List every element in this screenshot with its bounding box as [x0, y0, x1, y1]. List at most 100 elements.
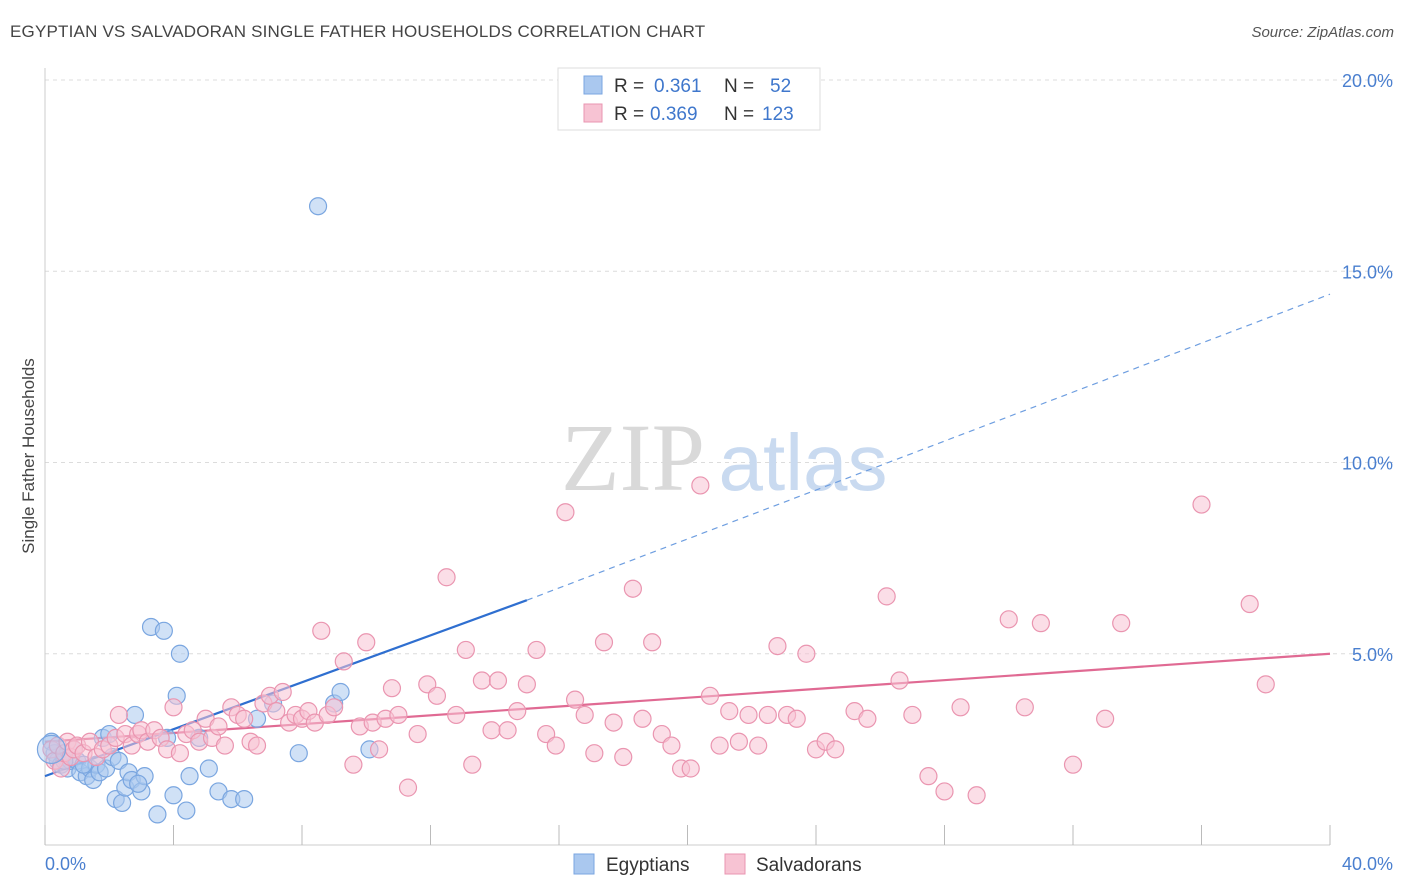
point-salvadorans [585, 744, 604, 763]
point-salvadorans [749, 736, 768, 755]
point-salvadorans [633, 709, 652, 728]
point-egyptians [180, 767, 199, 786]
point-egyptians [289, 744, 308, 763]
legend-r-value-egyptians: 0.361 [654, 76, 702, 97]
point-salvadorans [447, 705, 466, 725]
point-salvadorans [498, 721, 517, 740]
legend-r-label-egyptians: R = [614, 76, 644, 97]
point-egyptians [308, 197, 328, 216]
point-salvadorans [681, 759, 700, 778]
point-salvadorans [1192, 495, 1211, 514]
point-salvadorans [382, 679, 402, 698]
point-salvadorans [273, 682, 292, 702]
y-tick-label: 10.0% [1342, 454, 1393, 474]
point-salvadorans [967, 786, 986, 805]
point-salvadorans [312, 621, 331, 640]
trend-line-salvadorans [44, 652, 1331, 743]
point-egyptians [36, 734, 67, 764]
legend-bottom-swatch-salvadorans [724, 853, 746, 875]
point-salvadorans [1256, 675, 1275, 694]
point-egyptians [112, 793, 132, 813]
y-tick-label: 15.0% [1342, 262, 1393, 282]
legend-r-label-salvadorans: R = [614, 104, 644, 125]
point-salvadorans [247, 736, 267, 755]
point-salvadorans [170, 744, 190, 763]
point-salvadorans [797, 644, 816, 663]
legend-bottom-label-egyptians: Egyptians [606, 855, 689, 876]
point-salvadorans [389, 705, 408, 725]
point-salvadorans [935, 782, 954, 801]
point-salvadorans [344, 755, 363, 774]
trend-line-egyptians-extension [526, 293, 1331, 601]
point-salvadorans [877, 587, 896, 606]
watermark-zip: ZIP [561, 404, 705, 511]
y-tick-label: 5.0% [1352, 645, 1393, 665]
point-salvadorans [565, 690, 585, 709]
point-egyptians [170, 644, 190, 663]
grid-lines [45, 79, 1395, 655]
point-salvadorans [437, 568, 456, 587]
legend-n-value-salvadorans: 123 [762, 104, 794, 125]
y-tick-label: 20.0% [1342, 71, 1393, 91]
point-salvadorans [999, 610, 1018, 629]
point-salvadorans [334, 652, 353, 671]
point-salvadorans [164, 698, 183, 717]
point-salvadorans [826, 740, 845, 759]
x-tick-label: 0.0% [45, 854, 86, 874]
point-salvadorans [215, 736, 234, 755]
point-salvadorans [109, 705, 128, 725]
chart-title: EGYPTIAN VS SALVADORAN SINGLE FATHER HOU… [10, 22, 706, 41]
point-salvadorans [623, 579, 642, 598]
point-egyptians [129, 774, 148, 793]
legend-n-label-egyptians: N = [724, 76, 754, 97]
point-salvadorans [1015, 698, 1034, 717]
point-salvadorans [370, 740, 389, 759]
point-salvadorans [643, 633, 662, 652]
point-salvadorans [691, 476, 710, 495]
point-salvadorans [614, 747, 633, 767]
legend-bottom-label-salvadorans: Salvadorans [756, 855, 862, 876]
point-egyptians [154, 621, 173, 640]
point-salvadorans [235, 709, 254, 728]
point-egyptians [331, 682, 350, 702]
point-salvadorans [710, 736, 729, 755]
legend-top: R = 0.361 N = 52 R = 0.369 N = 123 [557, 67, 821, 131]
y-axis-label: Single Father Households [19, 358, 38, 554]
legend-bottom: Egyptians Salvadorans [573, 853, 862, 876]
point-egyptians [125, 705, 145, 725]
point-salvadorans [1112, 614, 1131, 633]
point-salvadorans [787, 709, 806, 728]
point-salvadorans [768, 636, 787, 656]
point-salvadorans [408, 724, 427, 744]
point-salvadorans [463, 755, 482, 774]
legend-n-value-egyptians: 52 [770, 76, 791, 97]
axes [44, 68, 1331, 846]
point-salvadorans [604, 713, 623, 732]
point-salvadorans [508, 702, 527, 721]
point-egyptians [148, 805, 167, 824]
x-tick-label: 40.0% [1342, 854, 1393, 874]
legend-swatch-egyptians [583, 75, 603, 95]
point-salvadorans [209, 717, 228, 736]
point-salvadorans [472, 671, 491, 690]
point-salvadorans [398, 778, 418, 797]
point-salvadorans [739, 705, 758, 725]
point-salvadorans [267, 702, 286, 721]
point-egyptians [199, 759, 218, 778]
point-salvadorans [575, 705, 594, 725]
point-salvadorans [1031, 614, 1050, 633]
legend-swatch-salvadorans [583, 103, 603, 123]
legend-bottom-swatch-egyptians [573, 853, 595, 875]
point-salvadorans [903, 705, 922, 725]
point-salvadorans [556, 503, 575, 522]
legend-r-value-salvadorans: 0.369 [650, 104, 698, 125]
point-salvadorans [951, 698, 970, 717]
point-salvadorans [427, 686, 447, 705]
point-salvadorans [456, 640, 475, 660]
chart-source: Source: ZipAtlas.com [1251, 24, 1394, 41]
point-salvadorans [546, 736, 565, 755]
point-salvadorans [482, 721, 501, 740]
point-salvadorans [357, 633, 376, 652]
point-salvadorans [1240, 594, 1259, 614]
